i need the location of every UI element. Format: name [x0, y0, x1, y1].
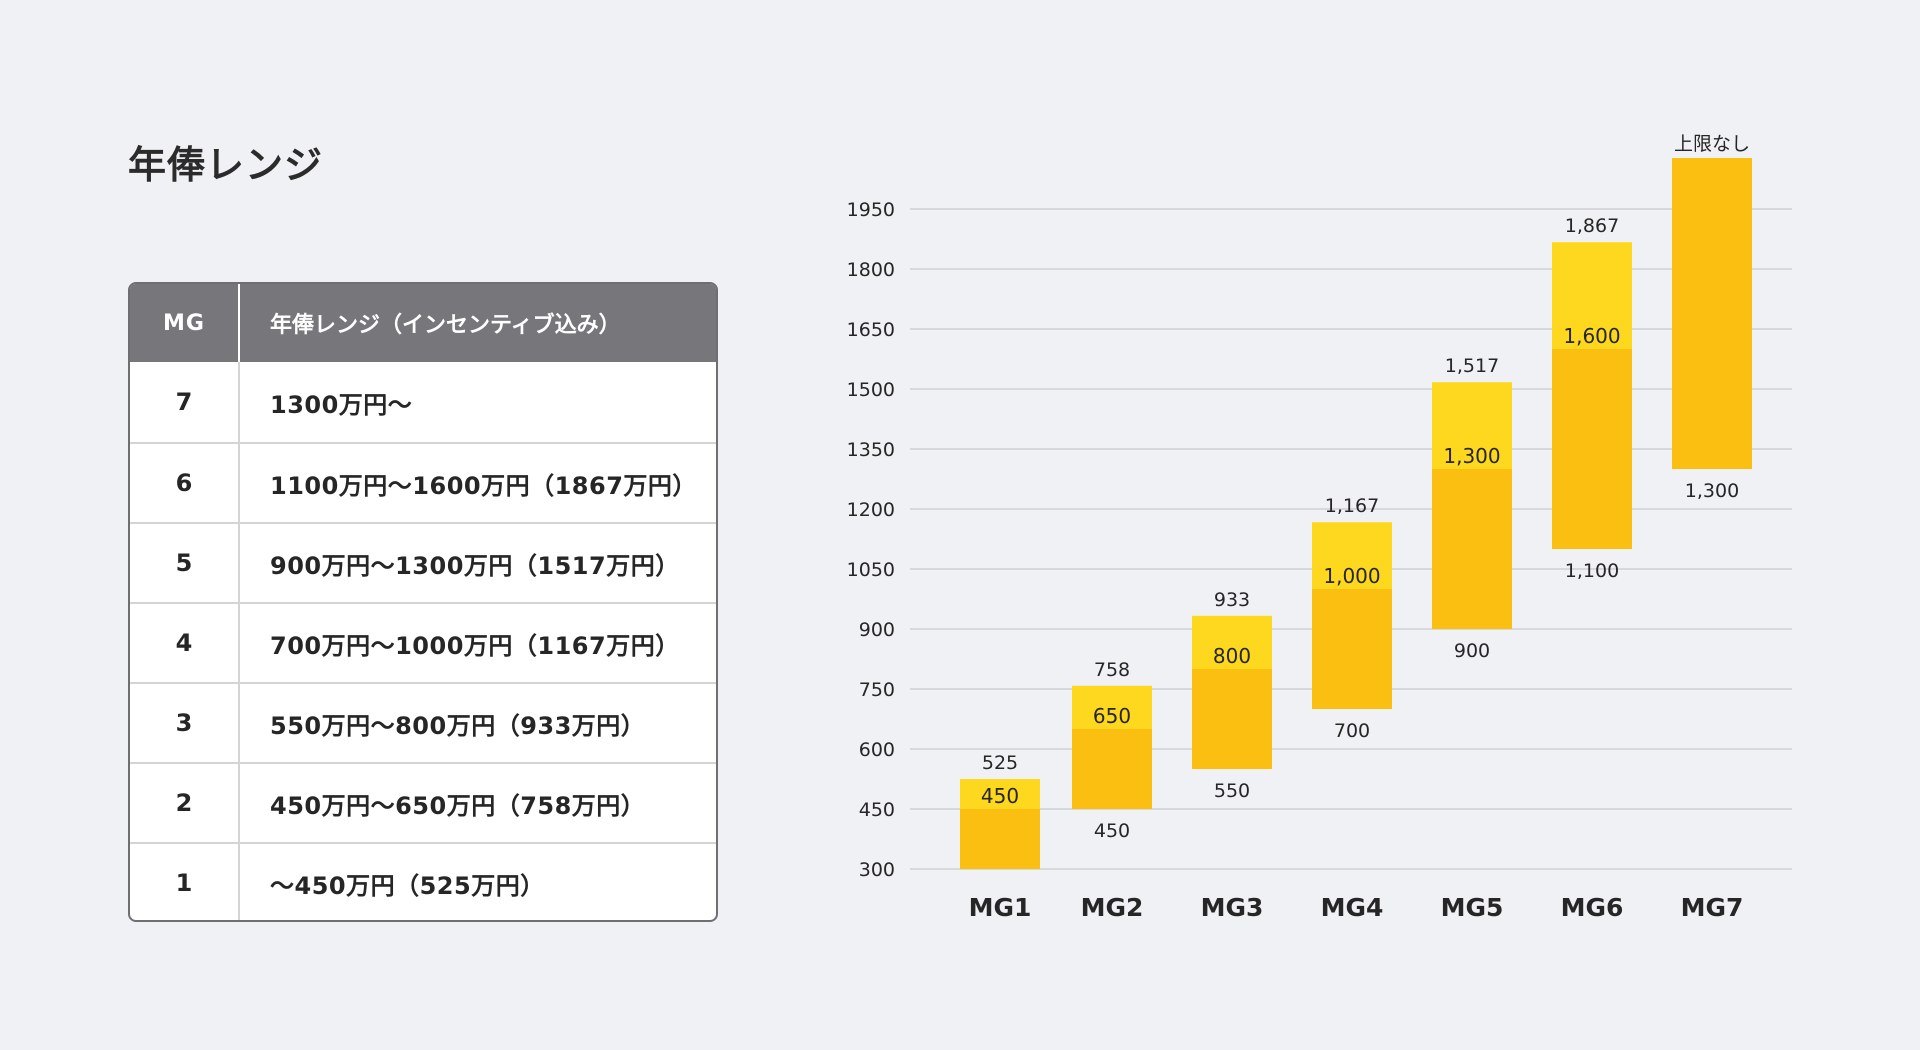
cell-mg: 1 [130, 844, 240, 920]
cell-range: 700万円〜1000万円（1167万円） [270, 631, 680, 660]
table-row: 2 450万円〜650万円（758万円） [130, 762, 716, 842]
bar-incentive-label: 1,867 [1565, 215, 1619, 237]
bar-incentive [1072, 685, 1152, 729]
bar-max-label: 800 [1213, 644, 1251, 668]
cell-range: 550万円〜800万円（933万円） [270, 711, 646, 740]
bar-base [1192, 669, 1272, 769]
y-tick-label: 300 [859, 859, 895, 881]
bar-min-label: 1,100 [1565, 560, 1619, 582]
bar-max-label: 450 [981, 784, 1019, 808]
bar-incentive-label: 1,167 [1325, 495, 1379, 517]
bar-incentive [1312, 522, 1392, 589]
bar-incentive-label: 758 [1094, 659, 1130, 681]
x-tick-label: MG1 [969, 893, 1032, 922]
x-tick-label: MG4 [1321, 893, 1384, 922]
bar-incentive [1192, 615, 1272, 669]
cell-mg: 6 [130, 444, 240, 522]
bar-incentive [1432, 382, 1512, 469]
y-tick-label: 1050 [847, 559, 895, 581]
cell-range: 900万円〜1300万円（1517万円） [270, 551, 680, 580]
bar-incentive-label: 上限なし [1674, 133, 1750, 155]
bar-min-label: 700 [1334, 720, 1370, 742]
cell-mg: 3 [130, 684, 240, 762]
cell-range: 1300万円〜 [270, 390, 413, 419]
table-row: 1 〜450万円（525万円） [130, 842, 716, 920]
bar-incentive-label: 1,517 [1445, 355, 1499, 377]
y-tick-label: 600 [859, 739, 895, 761]
table-row: 3 550万円〜800万円（933万円） [130, 682, 716, 762]
y-tick-label: 1800 [847, 259, 895, 281]
cell-mg: 5 [130, 524, 240, 602]
x-tick-label: MG3 [1201, 893, 1264, 922]
table-row: 7 1300万円〜 [130, 362, 716, 442]
bar-max-label: 650 [1093, 704, 1131, 728]
bar-base [1552, 349, 1632, 549]
page-title: 年俸レンジ [128, 143, 324, 187]
table-row: 6 1100万円〜1600万円（1867万円） [130, 442, 716, 522]
y-tick-label: 1650 [847, 319, 895, 341]
cell-range: 450万円〜650万円（758万円） [270, 791, 646, 820]
table-row: 5 900万円〜1300万円（1517万円） [130, 522, 716, 602]
y-tick-label: 1200 [847, 499, 895, 521]
salary-table: MG 年俸レンジ（インセンティブ込み） 7 1300万円〜 6 1100万円〜1… [128, 282, 718, 922]
cell-range: 〜450万円（525万円） [270, 871, 545, 900]
cell-mg: 7 [130, 362, 240, 442]
bar-min-label: 450 [1094, 820, 1130, 842]
cell-range: 1100万円〜1600万円（1867万円） [270, 471, 697, 500]
bar-base [960, 809, 1040, 869]
bar-max-label: 1,600 [1563, 324, 1620, 348]
table-row: 4 700万円〜1000万円（1167万円） [130, 602, 716, 682]
bar-max-label: 1,300 [1443, 444, 1500, 468]
y-tick-label: 900 [859, 619, 895, 641]
cell-mg: 4 [130, 604, 240, 682]
header-range: 年俸レンジ（インセンティブ込み） [270, 313, 621, 338]
y-tick-label: 450 [859, 799, 895, 821]
bar-base [1432, 469, 1512, 629]
cell-mg: 2 [130, 764, 240, 842]
bar-base [1072, 729, 1152, 809]
bar-incentive [960, 779, 1040, 809]
bar-max-label: 1,000 [1323, 564, 1380, 588]
bar-base [1312, 589, 1392, 709]
y-tick-label: 1500 [847, 379, 895, 401]
header-mg: MG [130, 284, 240, 362]
bar-incentive-label: 933 [1214, 589, 1250, 611]
bar-base [1672, 158, 1752, 469]
bar-min-label: 550 [1214, 780, 1250, 802]
bar-incentive-label: 525 [982, 752, 1018, 774]
x-tick-label: MG7 [1681, 893, 1744, 922]
bar-incentive [1552, 242, 1632, 349]
y-tick-label: 1350 [847, 439, 895, 461]
x-tick-label: MG2 [1081, 893, 1144, 922]
bar-min-label: 1,300 [1685, 480, 1739, 502]
y-tick-label: 1950 [847, 199, 895, 221]
bar-min-label: 900 [1454, 640, 1490, 662]
x-tick-label: MG6 [1561, 893, 1624, 922]
x-tick-label: MG5 [1441, 893, 1504, 922]
table-header: MG 年俸レンジ（インセンティブ込み） [130, 284, 716, 362]
y-tick-label: 750 [859, 679, 895, 701]
